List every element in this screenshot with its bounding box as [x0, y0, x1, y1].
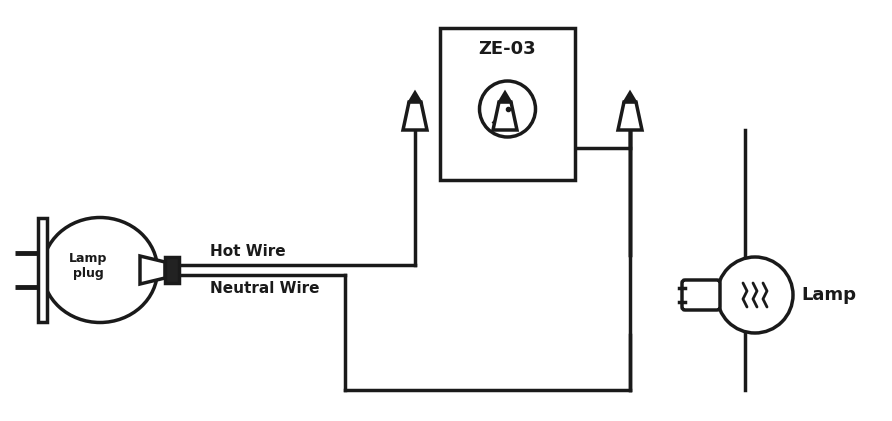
- Text: ZE-03: ZE-03: [479, 40, 536, 58]
- Text: Lamp: Lamp: [801, 286, 856, 304]
- Bar: [440, 28, 575, 180]
- Polygon shape: [618, 102, 642, 130]
- Polygon shape: [499, 92, 511, 102]
- Polygon shape: [140, 256, 165, 284]
- Bar: [38, 218, 47, 322]
- Circle shape: [480, 81, 535, 137]
- Polygon shape: [624, 92, 636, 102]
- Text: Lamp
plug: Lamp plug: [69, 252, 107, 280]
- Polygon shape: [409, 92, 421, 102]
- Ellipse shape: [43, 218, 158, 322]
- Text: Neutral Wire: Neutral Wire: [210, 281, 319, 296]
- Bar: [165, 257, 179, 283]
- FancyBboxPatch shape: [682, 280, 720, 310]
- Polygon shape: [493, 102, 517, 130]
- Text: Hot Wire: Hot Wire: [210, 244, 285, 259]
- Polygon shape: [403, 102, 427, 130]
- Circle shape: [717, 257, 793, 333]
